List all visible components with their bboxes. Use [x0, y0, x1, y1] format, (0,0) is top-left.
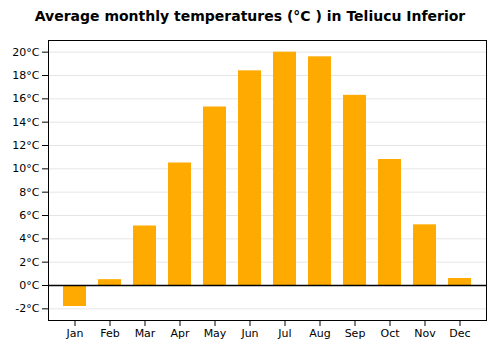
svg-text:Jan: Jan — [66, 327, 84, 340]
svg-text:Jun: Jun — [240, 327, 258, 340]
svg-text:Mar: Mar — [135, 327, 156, 340]
svg-text:Oct: Oct — [380, 327, 400, 340]
svg-text:Feb: Feb — [100, 327, 119, 340]
svg-text:6°C: 6°C — [19, 209, 39, 222]
svg-text:20°C: 20°C — [12, 46, 39, 59]
svg-text:10°C: 10°C — [12, 162, 39, 175]
svg-text:Jul: Jul — [277, 327, 291, 340]
svg-text:12°C: 12°C — [12, 139, 39, 152]
svg-text:16°C: 16°C — [12, 92, 39, 105]
svg-text:0°C: 0°C — [19, 279, 39, 292]
svg-text:-2°C: -2°C — [15, 302, 39, 315]
svg-text:Apr: Apr — [170, 327, 190, 340]
svg-text:4°C: 4°C — [19, 232, 39, 245]
svg-text:Sep: Sep — [345, 327, 366, 340]
svg-text:Aug: Aug — [309, 327, 330, 340]
svg-text:May: May — [204, 327, 227, 340]
svg-text:14°C: 14°C — [12, 116, 39, 129]
html-text:Average monthly temperatures (: Average monthly temperatures (°C ) in Te… — [34, 8, 466, 24]
svg-text:Dec: Dec — [449, 327, 470, 340]
svg-text:Nov: Nov — [414, 327, 436, 340]
svg-text:18°C: 18°C — [12, 69, 39, 82]
svg-text:2°C: 2°C — [19, 256, 39, 269]
svg-text:8°C: 8°C — [19, 186, 39, 199]
